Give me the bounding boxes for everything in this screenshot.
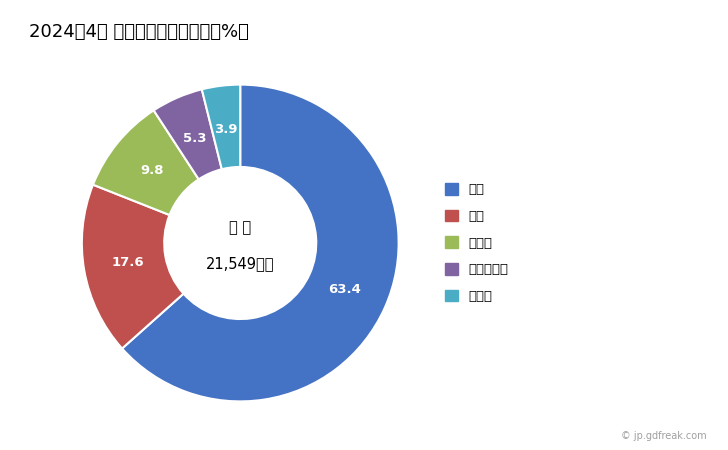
- Text: 21,549万円: 21,549万円: [206, 256, 274, 271]
- Wedge shape: [154, 90, 222, 179]
- Text: 2024年4月 輸出相手国のシェア（%）: 2024年4月 輸出相手国のシェア（%）: [29, 22, 249, 40]
- Text: © jp.gdfreak.com: © jp.gdfreak.com: [620, 431, 706, 441]
- Text: 9.8: 9.8: [141, 164, 164, 177]
- Text: 総 額: 総 額: [229, 220, 251, 234]
- Legend: 中国, チリ, ドイツ, ハンガリー, その他: 中国, チリ, ドイツ, ハンガリー, その他: [445, 183, 509, 303]
- Text: 63.4: 63.4: [328, 283, 361, 296]
- Wedge shape: [82, 184, 183, 348]
- Wedge shape: [122, 85, 399, 401]
- Text: 5.3: 5.3: [183, 132, 206, 145]
- Text: 17.6: 17.6: [111, 256, 144, 270]
- Text: 3.9: 3.9: [215, 123, 238, 136]
- Wedge shape: [93, 110, 199, 215]
- Wedge shape: [202, 85, 240, 169]
